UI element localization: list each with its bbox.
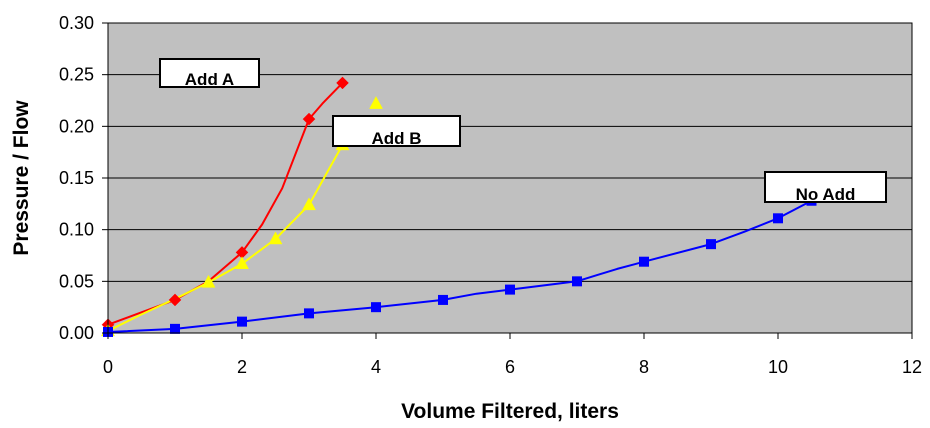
x-tick-label: 8	[639, 357, 649, 377]
data-point-no-add	[773, 213, 783, 224]
label-box-add-b: Add B	[332, 115, 461, 148]
data-point-add-a	[168, 293, 182, 307]
data-point-no-add	[237, 316, 247, 327]
data-point-no-add	[572, 276, 582, 287]
label-box-no-add: No Add	[764, 171, 887, 204]
data-point-no-add	[304, 308, 314, 319]
y-tick-label: 0.30	[59, 13, 94, 33]
x-tick-label: 2	[237, 357, 247, 377]
data-point-add-b	[369, 96, 383, 109]
y-tick-label: 0.10	[59, 220, 94, 240]
data-point-no-add	[706, 239, 716, 250]
x-tick-label: 0	[103, 357, 113, 377]
data-point-no-add	[505, 284, 515, 295]
series-lines	[107, 82, 812, 333]
label-text-no-add: No Add	[796, 185, 856, 204]
axis-ticks: 0.00 0.05 0.10 0.15 0.20 0.25 0.30 0 2 4 6 8 10 12	[59, 13, 922, 377]
data-point-add-b	[201, 274, 216, 288]
y-tick-label: 0.25	[59, 65, 94, 85]
series-line-add-b	[107, 144, 344, 332]
label-text-add-a: Add A	[185, 70, 234, 89]
x-tick-label: 4	[371, 357, 381, 377]
x-axis-title: Volume Filtered, liters	[401, 400, 619, 423]
data-point-no-add	[170, 323, 180, 334]
label-text-add-b: Add B	[371, 129, 421, 148]
data-point-no-add	[371, 302, 381, 313]
y-tick-label: 0.00	[59, 323, 94, 343]
label-box-add-a: Add A	[159, 58, 260, 89]
y-axis-title: Pressure / Flow	[10, 100, 33, 256]
y-tick-label: 0.20	[59, 116, 94, 136]
data-point-no-add	[438, 294, 448, 305]
data-point-add-b	[235, 256, 249, 270]
series-labels: Add A Add B No Add	[159, 58, 887, 204]
data-point-add-a	[336, 76, 349, 90]
y-tick-label: 0.15	[59, 168, 94, 188]
data-point-add-b	[268, 231, 283, 245]
y-tick-label: 0.05	[59, 271, 94, 291]
x-tick-label: 6	[505, 357, 515, 377]
series-line-no-add	[107, 199, 812, 333]
x-tick-label: 10	[768, 357, 788, 377]
data-point-add-a	[302, 112, 316, 126]
data-point-no-add	[639, 256, 649, 267]
x-tick-label: 12	[902, 357, 922, 377]
data-point-add-b	[302, 197, 316, 211]
